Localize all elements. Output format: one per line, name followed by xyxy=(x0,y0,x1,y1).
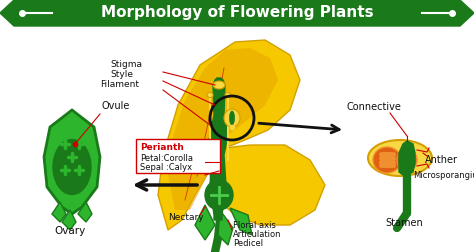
Ellipse shape xyxy=(53,140,91,195)
Ellipse shape xyxy=(205,180,233,210)
Text: Petal:Corolla: Petal:Corolla xyxy=(140,154,193,163)
Text: Connective: Connective xyxy=(347,102,402,112)
Polygon shape xyxy=(208,78,228,220)
Polygon shape xyxy=(168,48,278,210)
Text: Articulation: Articulation xyxy=(233,230,282,239)
Text: Sepal :Calyx: Sepal :Calyx xyxy=(140,163,192,172)
Text: Pedicel: Pedicel xyxy=(233,239,263,248)
Text: Perianth: Perianth xyxy=(140,143,184,152)
Text: Floral axis: Floral axis xyxy=(233,221,276,230)
Polygon shape xyxy=(230,208,252,235)
Polygon shape xyxy=(195,205,215,240)
Text: Morphology of Flowering Plants: Morphology of Flowering Plants xyxy=(100,6,374,20)
Ellipse shape xyxy=(224,109,240,127)
Text: Ovule: Ovule xyxy=(102,101,130,111)
Text: Stigma: Stigma xyxy=(110,60,142,69)
Polygon shape xyxy=(399,141,415,175)
Text: Ovary: Ovary xyxy=(54,226,85,236)
Text: Filament: Filament xyxy=(100,80,139,89)
Ellipse shape xyxy=(373,147,401,173)
Ellipse shape xyxy=(225,92,231,98)
Text: Anther: Anther xyxy=(425,155,458,165)
Ellipse shape xyxy=(397,149,417,171)
Polygon shape xyxy=(218,210,233,245)
Text: Style: Style xyxy=(110,70,133,79)
FancyBboxPatch shape xyxy=(136,139,220,173)
Polygon shape xyxy=(0,0,474,26)
Ellipse shape xyxy=(213,81,225,89)
Polygon shape xyxy=(210,145,325,225)
Ellipse shape xyxy=(229,111,235,125)
Text: Stamen: Stamen xyxy=(385,218,423,228)
Polygon shape xyxy=(78,202,92,222)
Polygon shape xyxy=(62,210,76,230)
Polygon shape xyxy=(44,110,100,214)
Text: Microsporangium: Microsporangium xyxy=(413,171,474,180)
Text: Nectary: Nectary xyxy=(168,213,204,222)
Polygon shape xyxy=(158,40,300,230)
Polygon shape xyxy=(52,202,66,222)
Ellipse shape xyxy=(207,92,213,98)
Ellipse shape xyxy=(368,140,432,176)
